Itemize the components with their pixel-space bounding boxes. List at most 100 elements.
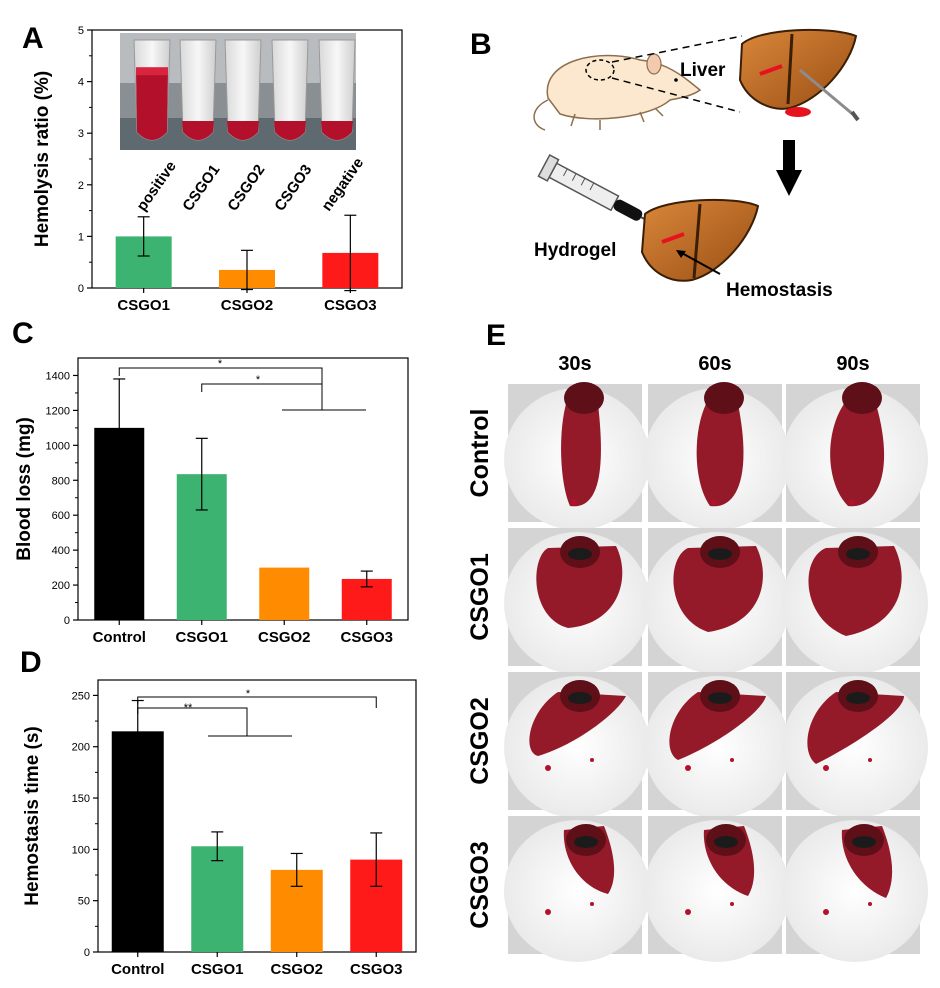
tube-label: negative bbox=[318, 155, 367, 215]
panel-letter-a: A bbox=[22, 22, 44, 55]
column-label: 60s bbox=[698, 353, 731, 375]
column-label: 30s bbox=[558, 353, 591, 375]
row-label: CSGO2 bbox=[466, 697, 494, 785]
blood-stain bbox=[696, 404, 744, 507]
x-tick-label: CSGO3 bbox=[350, 961, 403, 978]
significance-bracket bbox=[118, 367, 323, 410]
tube-blood-top bbox=[136, 67, 168, 76]
blood-droplet bbox=[590, 902, 594, 906]
y-tick-label: 250 bbox=[72, 690, 90, 702]
tube-blood bbox=[136, 72, 168, 140]
tube-blood bbox=[274, 120, 306, 140]
blood-stain bbox=[536, 546, 623, 628]
y-tick-label: 150 bbox=[72, 793, 90, 805]
x-tick-label: Control bbox=[93, 629, 146, 646]
blood-droplet bbox=[849, 499, 855, 505]
hydrogel-clot bbox=[846, 692, 870, 704]
blood-droplet bbox=[868, 758, 872, 762]
blood-stain bbox=[669, 692, 766, 760]
plot-frame bbox=[97, 679, 417, 953]
y-tick-label: 100 bbox=[72, 844, 90, 856]
liver-icon-top bbox=[738, 28, 860, 122]
y-tick-label: 3 bbox=[78, 128, 84, 140]
panel-letter-d: D bbox=[20, 646, 42, 679]
significance-marker: * bbox=[218, 358, 223, 370]
tube-blood bbox=[182, 120, 214, 140]
plot-frame bbox=[77, 357, 409, 621]
y-tick-label: 50 bbox=[78, 896, 90, 908]
significance-marker: ** bbox=[184, 702, 193, 714]
row-label: CSGO1 bbox=[466, 553, 494, 641]
y-tick-label: 0 bbox=[84, 947, 90, 959]
bar-csgo1 bbox=[191, 846, 244, 952]
significance-bracket bbox=[137, 707, 248, 736]
blood-droplet bbox=[545, 765, 551, 771]
tube-blood bbox=[321, 120, 353, 140]
y-tick-label: 0 bbox=[64, 615, 70, 627]
rat-icon bbox=[533, 35, 743, 131]
x-tick-label: CSGO2 bbox=[221, 297, 274, 314]
hydrogel-clot bbox=[568, 692, 592, 704]
blood-stain bbox=[830, 404, 885, 507]
y-tick-label: 200 bbox=[72, 742, 90, 754]
tube-label: CSGO2 bbox=[224, 162, 268, 215]
tube-label: positive bbox=[133, 158, 179, 214]
blood-droplet bbox=[685, 909, 691, 915]
significance-bracket bbox=[137, 696, 377, 708]
hydrogel-clot bbox=[714, 836, 738, 848]
liver-tissue bbox=[842, 382, 882, 414]
tube-label: CSGO3 bbox=[271, 162, 315, 215]
blood-droplet bbox=[571, 499, 577, 505]
bar-control bbox=[111, 731, 164, 952]
filter-paper bbox=[504, 820, 650, 962]
y-tick-label: 800 bbox=[52, 475, 70, 487]
chart-hemostasis-time: 0 50 100 150 200 250 Hemostasis time (s) Contro… bbox=[22, 679, 417, 978]
x-tick-label: Control bbox=[111, 961, 164, 978]
panel-letter-e: E bbox=[486, 319, 506, 352]
blood-droplet bbox=[868, 902, 872, 906]
blood-droplet bbox=[711, 499, 717, 505]
x-tick-label: CSGO1 bbox=[191, 961, 244, 978]
panel-letter-b: B bbox=[470, 28, 492, 61]
y-tick-label: 200 bbox=[52, 580, 70, 592]
hydrogel-label: Hydrogel bbox=[534, 240, 616, 261]
y-tick-label: 1400 bbox=[46, 370, 70, 382]
syringe-icon bbox=[537, 153, 663, 230]
hydrogel-clot bbox=[846, 548, 870, 560]
hydrogel-clot bbox=[852, 836, 876, 848]
blood-droplet bbox=[823, 765, 829, 771]
x-tick-label: CSGO2 bbox=[270, 961, 323, 978]
liver-tissue bbox=[704, 382, 744, 414]
liver-label: Liver bbox=[680, 60, 726, 81]
row-label: Control bbox=[466, 409, 494, 498]
y-tick-label: 5 bbox=[78, 25, 84, 37]
y-tick-label: 0 bbox=[78, 283, 84, 295]
x-tick-label: CSGO1 bbox=[175, 629, 228, 646]
hemostasis-label: Hemostasis bbox=[726, 280, 833, 301]
schematic: Liver bbox=[533, 28, 860, 301]
significance-bracket bbox=[201, 383, 322, 392]
row-label: CSGO3 bbox=[466, 841, 494, 929]
hydrogel-clot bbox=[708, 692, 732, 704]
liver-icon-bottom bbox=[640, 198, 760, 282]
hydrogel-clot bbox=[574, 836, 598, 848]
tube-photo: positive CSGO1 CSGO2 CSGO3 negative bbox=[120, 33, 367, 214]
hydrogel-clot bbox=[568, 548, 592, 560]
blood-droplet bbox=[545, 909, 551, 915]
blood-droplet bbox=[730, 902, 734, 906]
blood-stain bbox=[529, 692, 626, 756]
blood-stain bbox=[673, 546, 763, 632]
y-tick-label: 1 bbox=[78, 231, 84, 243]
tube-label: CSGO1 bbox=[179, 162, 223, 215]
x-tick-label: CSGO3 bbox=[340, 629, 393, 646]
blood-stain bbox=[807, 692, 904, 764]
blood-droplet bbox=[590, 758, 594, 762]
significance-marker: * bbox=[256, 374, 261, 386]
y-tick-label: 1000 bbox=[46, 440, 70, 452]
blood-droplet bbox=[685, 765, 691, 771]
y-tick-label: 600 bbox=[52, 510, 70, 522]
x-tick-label: CSGO2 bbox=[258, 629, 311, 646]
liver-tissue bbox=[564, 382, 604, 414]
